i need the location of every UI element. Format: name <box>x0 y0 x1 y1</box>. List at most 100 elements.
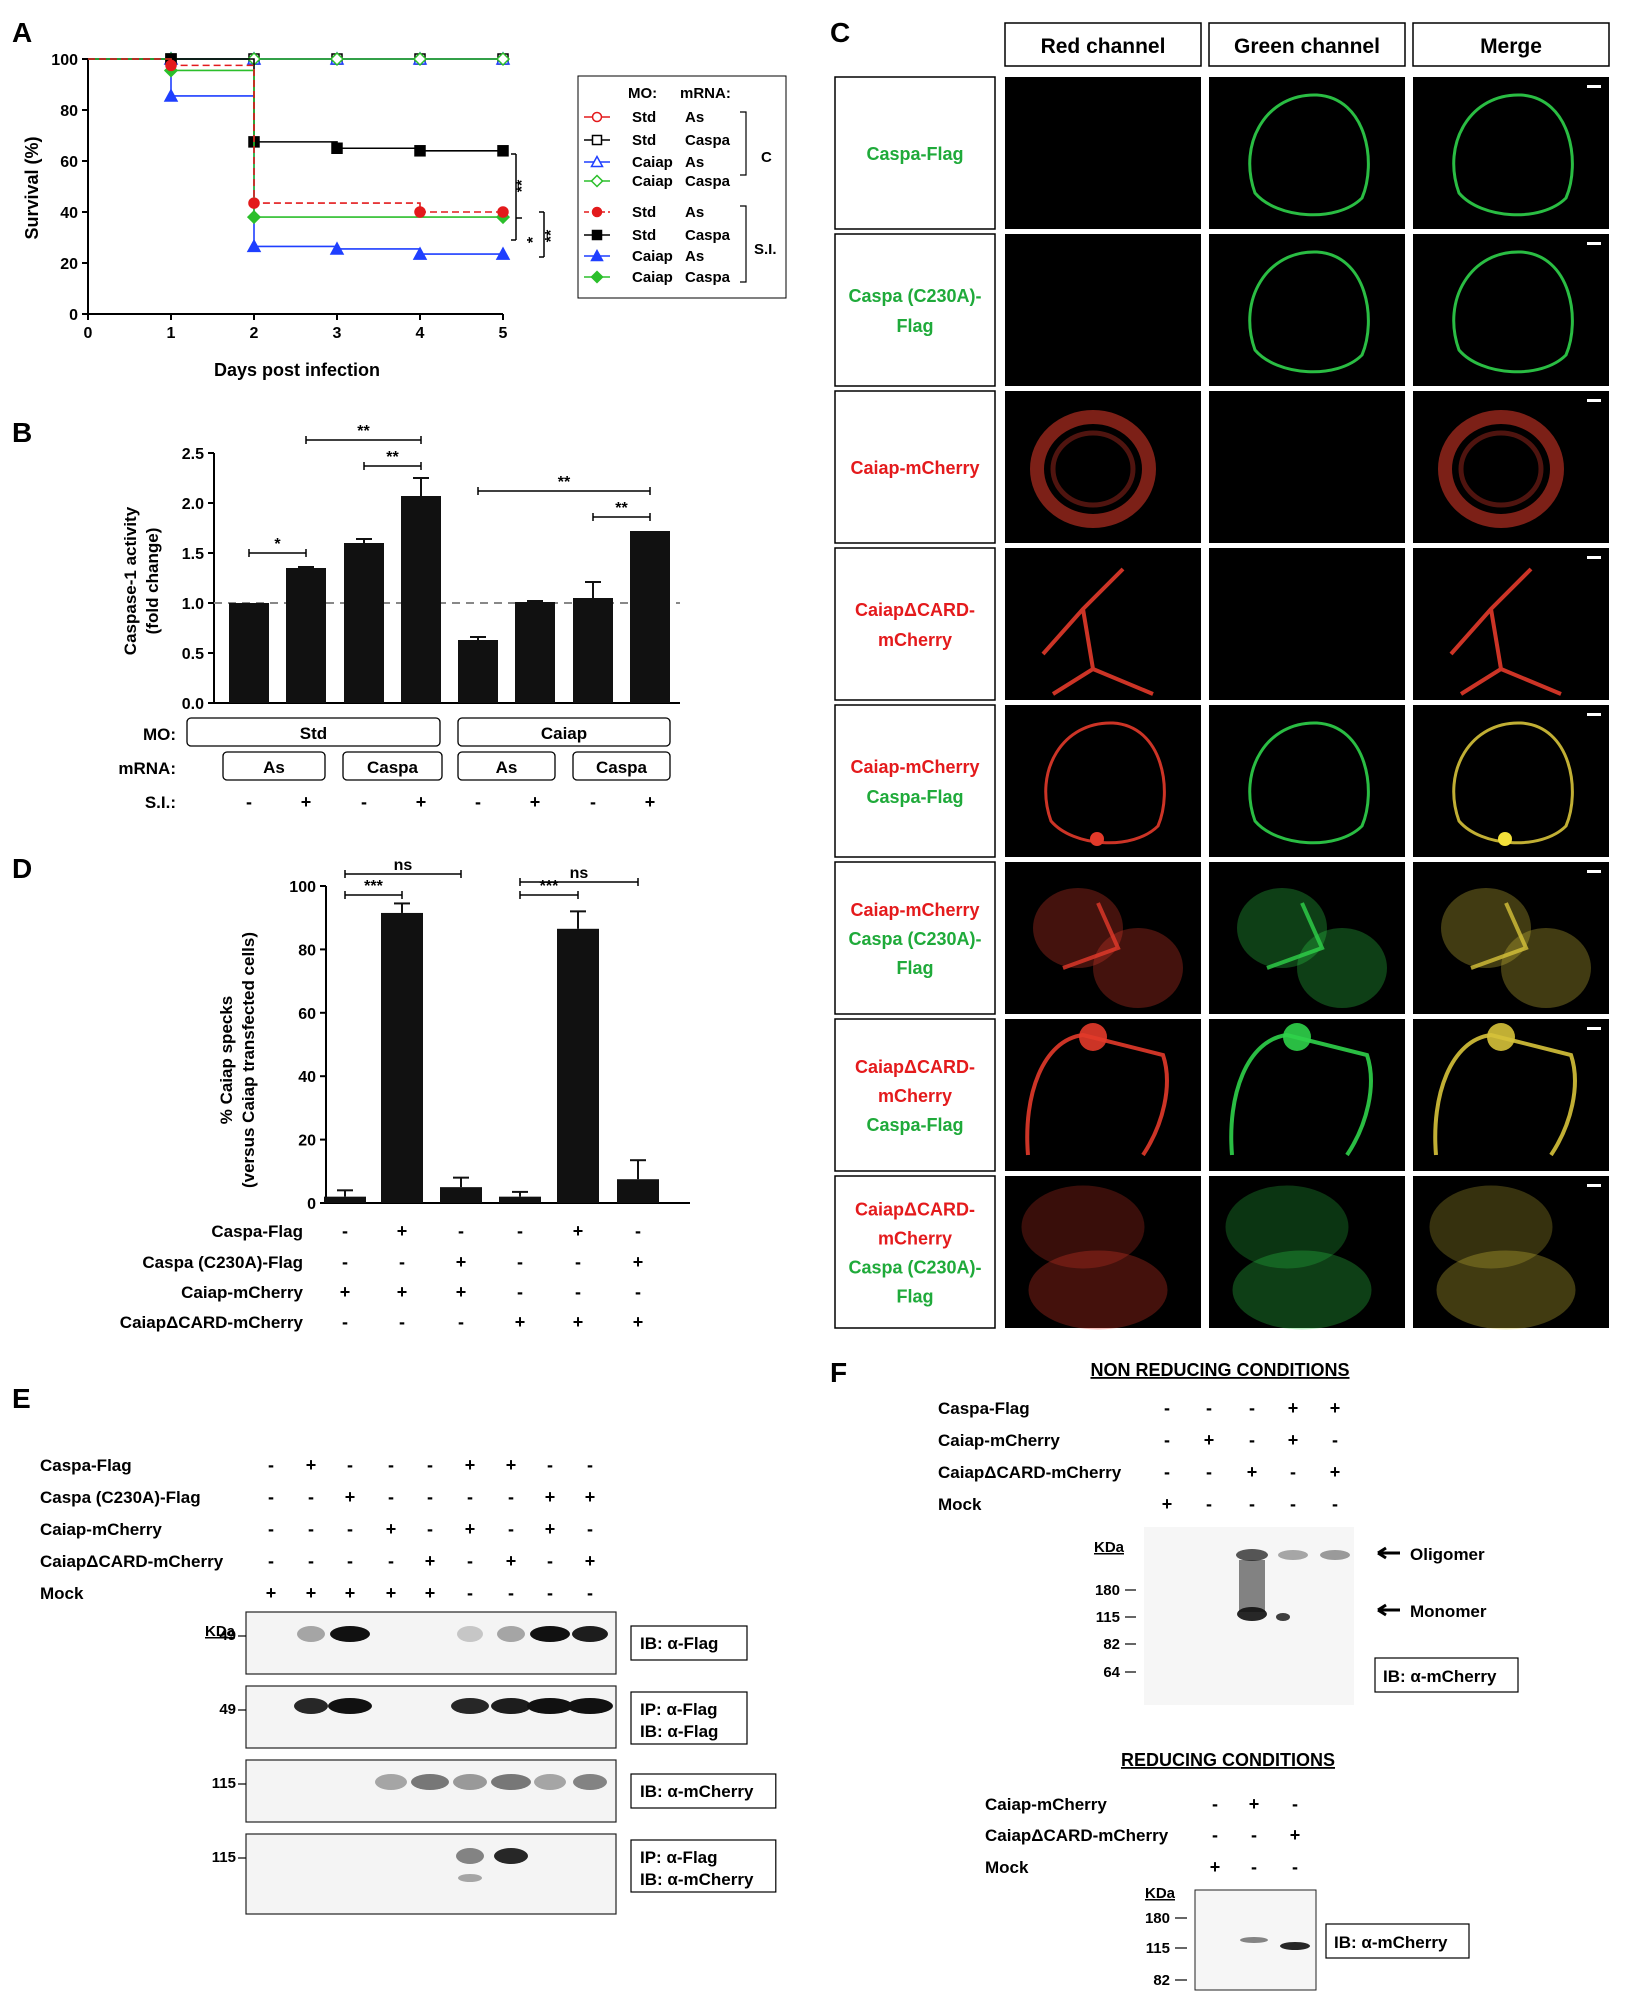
sig-label: ** <box>558 474 571 491</box>
condition-sign: - <box>575 1252 581 1272</box>
construct-label: Caiap-mCherry <box>850 757 979 777</box>
micrograph-red <box>1005 391 1201 543</box>
condition-sign: + <box>306 1583 317 1603</box>
condition-label: CaiapΔCARD-mCherry <box>120 1313 304 1332</box>
channel-header: Green channel <box>1234 35 1380 58</box>
construct-label: Flag <box>896 316 933 336</box>
panel-f-western: NON REDUCING CONDITIONS Caspa-Flag - - - + + Ca… <box>938 1360 1519 1991</box>
micrograph-background <box>1005 77 1201 229</box>
mw-marker: 115 <box>212 1849 236 1866</box>
panel-a-xlabel: Days post infection <box>214 360 380 380</box>
cell-body <box>1028 1250 1168 1330</box>
condition-sign: - <box>508 1519 514 1539</box>
x-tick-label: 3 <box>333 325 342 342</box>
construct-label-box <box>834 76 996 230</box>
condition-sign: + <box>1210 1857 1221 1877</box>
condition-sign: - <box>1212 1794 1218 1814</box>
construct-label: Caspa (C230A)- <box>848 929 981 949</box>
micrograph-background <box>1005 548 1201 700</box>
band-monomer <box>1276 1613 1290 1621</box>
data-point <box>163 88 179 102</box>
panel-a-ylabel: Survival (%) <box>22 136 42 239</box>
condition-sign: + <box>506 1551 517 1571</box>
y-tick-label: 1.5 <box>182 546 204 563</box>
mrna-box <box>572 751 671 781</box>
legend-mrna-header: mRNA: <box>680 85 731 102</box>
condition-sign: + <box>1162 1494 1173 1514</box>
legend-mrna: As <box>685 109 704 126</box>
data-point <box>329 51 345 67</box>
legend-mo: Std <box>632 204 656 221</box>
condition-sign: - <box>1206 1494 1212 1514</box>
cell-membrane <box>1041 567 1154 696</box>
condition-label: CaiapΔCARD-mCherry <box>938 1463 1122 1482</box>
series-line <box>88 58 503 213</box>
condition-sign: - <box>467 1583 473 1603</box>
construct-label: Caspa-Flag <box>866 787 963 807</box>
x-tick-label: 4 <box>416 325 425 342</box>
scale-bar <box>1587 1184 1601 1187</box>
antibody-label-box <box>630 1839 777 1893</box>
legend-mo: Caiap <box>632 173 673 190</box>
condition-sign: + <box>585 1551 596 1571</box>
micrograph-red <box>1005 705 1201 857</box>
condition-sign: - <box>1290 1494 1296 1514</box>
data-point <box>248 197 260 209</box>
blot-membrane <box>245 1759 617 1823</box>
mrna-box-label: Caspa <box>367 758 419 777</box>
band <box>491 1774 531 1790</box>
condition-sign: + <box>425 1551 436 1571</box>
band <box>457 1626 483 1642</box>
condition-sign: - <box>547 1455 553 1475</box>
condition-sign: + <box>456 1252 467 1272</box>
channel-header-box <box>1004 22 1202 67</box>
scale-bar <box>1587 713 1601 716</box>
si-sign: - <box>475 792 481 812</box>
band <box>456 1848 484 1864</box>
y-tick-label: 80 <box>60 103 78 120</box>
condition-sign: - <box>308 1487 314 1507</box>
blot-3: 115 IB: α-mCherry <box>212 1759 777 1823</box>
micrograph-merge <box>1413 77 1609 229</box>
condition-sign: - <box>1164 1430 1170 1450</box>
panel-a-chart: 0 1 2 3 4 5 0 20 40 60 80 100 Days post infection S… <box>22 51 787 380</box>
condition-sign: + <box>397 1221 408 1241</box>
condition-sign: - <box>508 1487 514 1507</box>
condition-sign: - <box>1332 1430 1338 1450</box>
construct-label: Caiap-mCherry <box>850 458 979 478</box>
speck <box>1079 1023 1107 1051</box>
construct-label-box <box>834 1018 996 1172</box>
y-tick-label: 20 <box>298 1133 316 1150</box>
condition-sign: + <box>573 1312 584 1332</box>
construct-label-box <box>834 547 996 701</box>
micrograph-merge <box>1413 1019 1609 1171</box>
condition-sign: + <box>340 1282 351 1302</box>
x-tick-label: 1 <box>167 325 176 342</box>
construct-label: Flag <box>896 958 933 978</box>
bar <box>617 1179 659 1203</box>
micrograph-red <box>1005 234 1201 386</box>
cell-body <box>1501 928 1591 1008</box>
y-tick-label: 2.5 <box>182 446 204 463</box>
micrograph-background <box>1413 705 1609 857</box>
mo-box-label: Std <box>300 724 327 743</box>
condition-sign: - <box>268 1487 274 1507</box>
blot-1: 49 IB: α-Flag <box>219 1611 748 1675</box>
cell-body <box>1436 1250 1576 1330</box>
mrna-box-label: As <box>263 758 285 777</box>
antibody-label: IP: α-Flag <box>640 1700 718 1719</box>
data-point <box>590 154 604 168</box>
speck <box>1487 1023 1515 1051</box>
bar <box>401 496 441 703</box>
reducing-title: REDUCING CONDITIONS <box>1121 1750 1335 1770</box>
micrograph-background <box>1413 1176 1609 1328</box>
micrograph-background <box>1413 77 1609 229</box>
micrograph-red <box>1005 548 1201 700</box>
nonreducing-title: NON REDUCING CONDITIONS <box>1090 1360 1349 1380</box>
condition-sign: - <box>388 1487 394 1507</box>
condition-sign: + <box>633 1312 644 1332</box>
condition-sign: + <box>456 1282 467 1302</box>
cell-membrane <box>1470 902 1529 970</box>
band <box>527 1698 573 1714</box>
